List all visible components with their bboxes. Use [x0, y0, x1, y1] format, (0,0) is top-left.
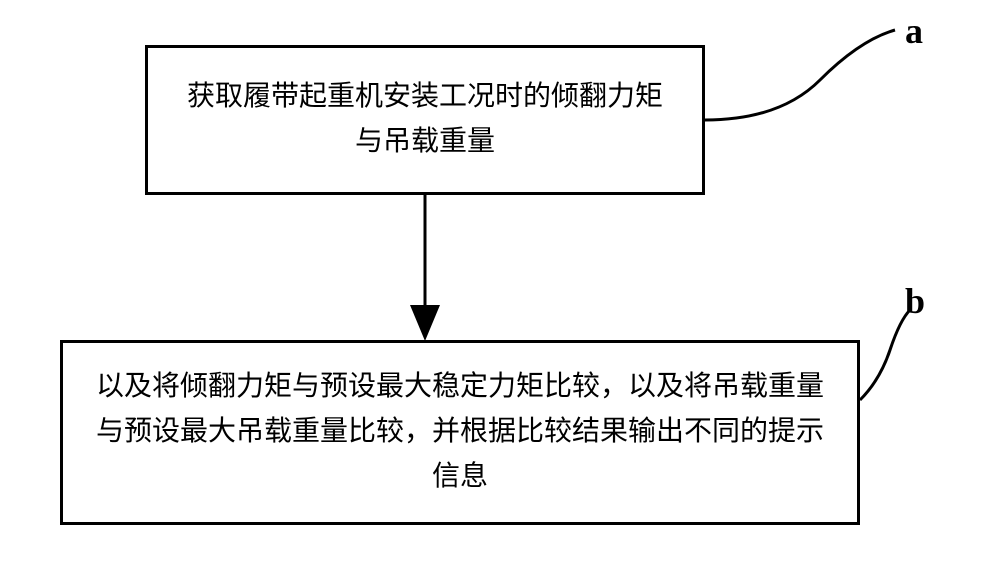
flowchart-container: 获取履带起重机安装工况时的倾翻力矩与吊载重量 以及将倾翻力矩与预设最大稳定力矩比… — [0, 0, 1000, 581]
label-a: a — [905, 10, 923, 52]
flowchart-node-a: 获取履带起重机安装工况时的倾翻力矩与吊载重量 — [145, 45, 705, 195]
node-b-text: 以及将倾翻力矩与预设最大稳定力矩比较，以及将吊载重量与预设最大吊载重量比较，并根… — [93, 365, 827, 499]
flowchart-node-b: 以及将倾翻力矩与预设最大稳定力矩比较，以及将吊载重量与预设最大吊载重量比较，并根… — [60, 340, 860, 525]
node-a-text: 获取履带起重机安装工况时的倾翻力矩与吊载重量 — [178, 75, 672, 165]
label-b: b — [905, 280, 925, 322]
